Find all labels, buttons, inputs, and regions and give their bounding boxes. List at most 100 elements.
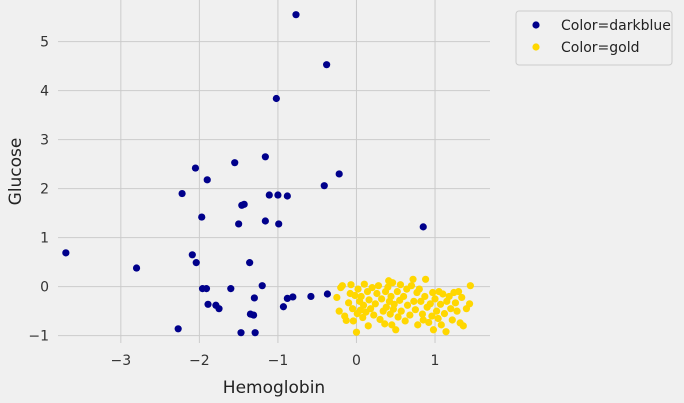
data-point: [227, 285, 235, 293]
data-point: [453, 307, 461, 315]
data-point: [445, 292, 453, 301]
data-point: [459, 322, 467, 330]
data-point: [436, 300, 445, 308]
data-point: [411, 306, 419, 314]
data-point: [388, 321, 396, 329]
data-point: [279, 303, 288, 311]
data-point: [389, 279, 397, 287]
data-point: [390, 300, 398, 308]
x-tick-label: −3: [111, 353, 132, 369]
data-point: [359, 301, 368, 309]
y-tick-label: 5: [40, 35, 49, 51]
data-point: [364, 322, 372, 330]
data-point: [365, 296, 373, 304]
x-tick-label: 0: [352, 353, 361, 369]
data-point: [359, 313, 367, 322]
data-point: [458, 293, 466, 302]
data-point: [454, 287, 463, 296]
data-point: [440, 310, 449, 318]
data-point: [283, 294, 291, 303]
y-tick-label: 0: [40, 280, 49, 296]
y-tick-label: −1: [28, 329, 49, 345]
data-point: [178, 189, 186, 198]
data-point: [429, 288, 437, 297]
data-point: [421, 292, 429, 301]
data-point: [258, 282, 266, 290]
data-point: [132, 264, 141, 272]
y-tick-label: 3: [40, 133, 49, 149]
data-point: [352, 328, 361, 336]
data-point: [419, 316, 427, 324]
data-point: [198, 213, 206, 221]
data-point: [251, 329, 259, 337]
data-point: [415, 285, 423, 293]
data-point: [191, 164, 200, 172]
data-point: [367, 305, 375, 313]
x-tick-label: −2: [189, 353, 210, 369]
data-point: [387, 292, 395, 301]
data-point: [400, 292, 408, 301]
data-point: [378, 295, 386, 303]
data-point: [275, 220, 283, 228]
data-point: [246, 259, 254, 267]
data-point: [439, 290, 447, 298]
data-point: [360, 280, 368, 288]
data-point: [370, 311, 378, 319]
data-point: [381, 320, 389, 328]
data-point: [406, 311, 414, 319]
data-point: [235, 220, 243, 228]
y-tick-label: 1: [40, 231, 49, 247]
data-point: [374, 282, 383, 290]
data-point: [363, 287, 372, 296]
data-point: [174, 325, 182, 333]
data-point: [338, 282, 346, 290]
data-point: [384, 283, 392, 291]
data-point: [421, 275, 430, 283]
data-point: [357, 292, 365, 301]
data-point: [417, 297, 425, 305]
x-tick-labels: −3 −2 −1 0 1: [111, 353, 440, 369]
data-point: [376, 315, 384, 324]
data-point: [414, 321, 422, 329]
plot-area: [58, 0, 490, 343]
data-point: [320, 182, 328, 190]
data-point: [354, 285, 362, 293]
data-point: [202, 285, 211, 293]
data-point: [397, 307, 405, 315]
data-point: [323, 61, 331, 69]
data-point: [342, 316, 350, 325]
y-tick-labels: −1 0 1 2 3 4 5: [28, 35, 49, 345]
data-point: [192, 259, 200, 267]
data-point: [250, 294, 258, 302]
data-point: [418, 310, 427, 318]
data-point: [396, 281, 405, 289]
legend: Color=darkblue Color=gold: [515, 10, 673, 66]
data-point: [425, 318, 433, 327]
data-point: [466, 282, 474, 290]
data-point: [62, 249, 70, 257]
data-point: [274, 191, 282, 199]
data-point: [323, 290, 332, 298]
data-point: [348, 305, 357, 313]
data-point: [272, 94, 280, 103]
data-point: [403, 301, 412, 309]
data-point: [419, 223, 427, 231]
data-point: [401, 317, 409, 325]
data-point: [447, 305, 455, 313]
legend-marker: [532, 43, 540, 51]
data-point: [429, 326, 438, 334]
data-point: [335, 307, 343, 315]
data-point: [451, 299, 460, 307]
data-point: [265, 191, 273, 199]
data-point: [428, 312, 436, 320]
data-point: [249, 311, 258, 319]
data-point: [371, 300, 379, 308]
y-axis-label: Glucose: [6, 138, 26, 206]
data-point: [442, 328, 450, 336]
data-point: [351, 291, 359, 300]
y-tick-label: 2: [40, 182, 49, 198]
y-tick-label: 4: [40, 84, 49, 100]
data-point: [426, 300, 434, 308]
data-point: [237, 329, 245, 337]
data-point: [393, 287, 401, 296]
